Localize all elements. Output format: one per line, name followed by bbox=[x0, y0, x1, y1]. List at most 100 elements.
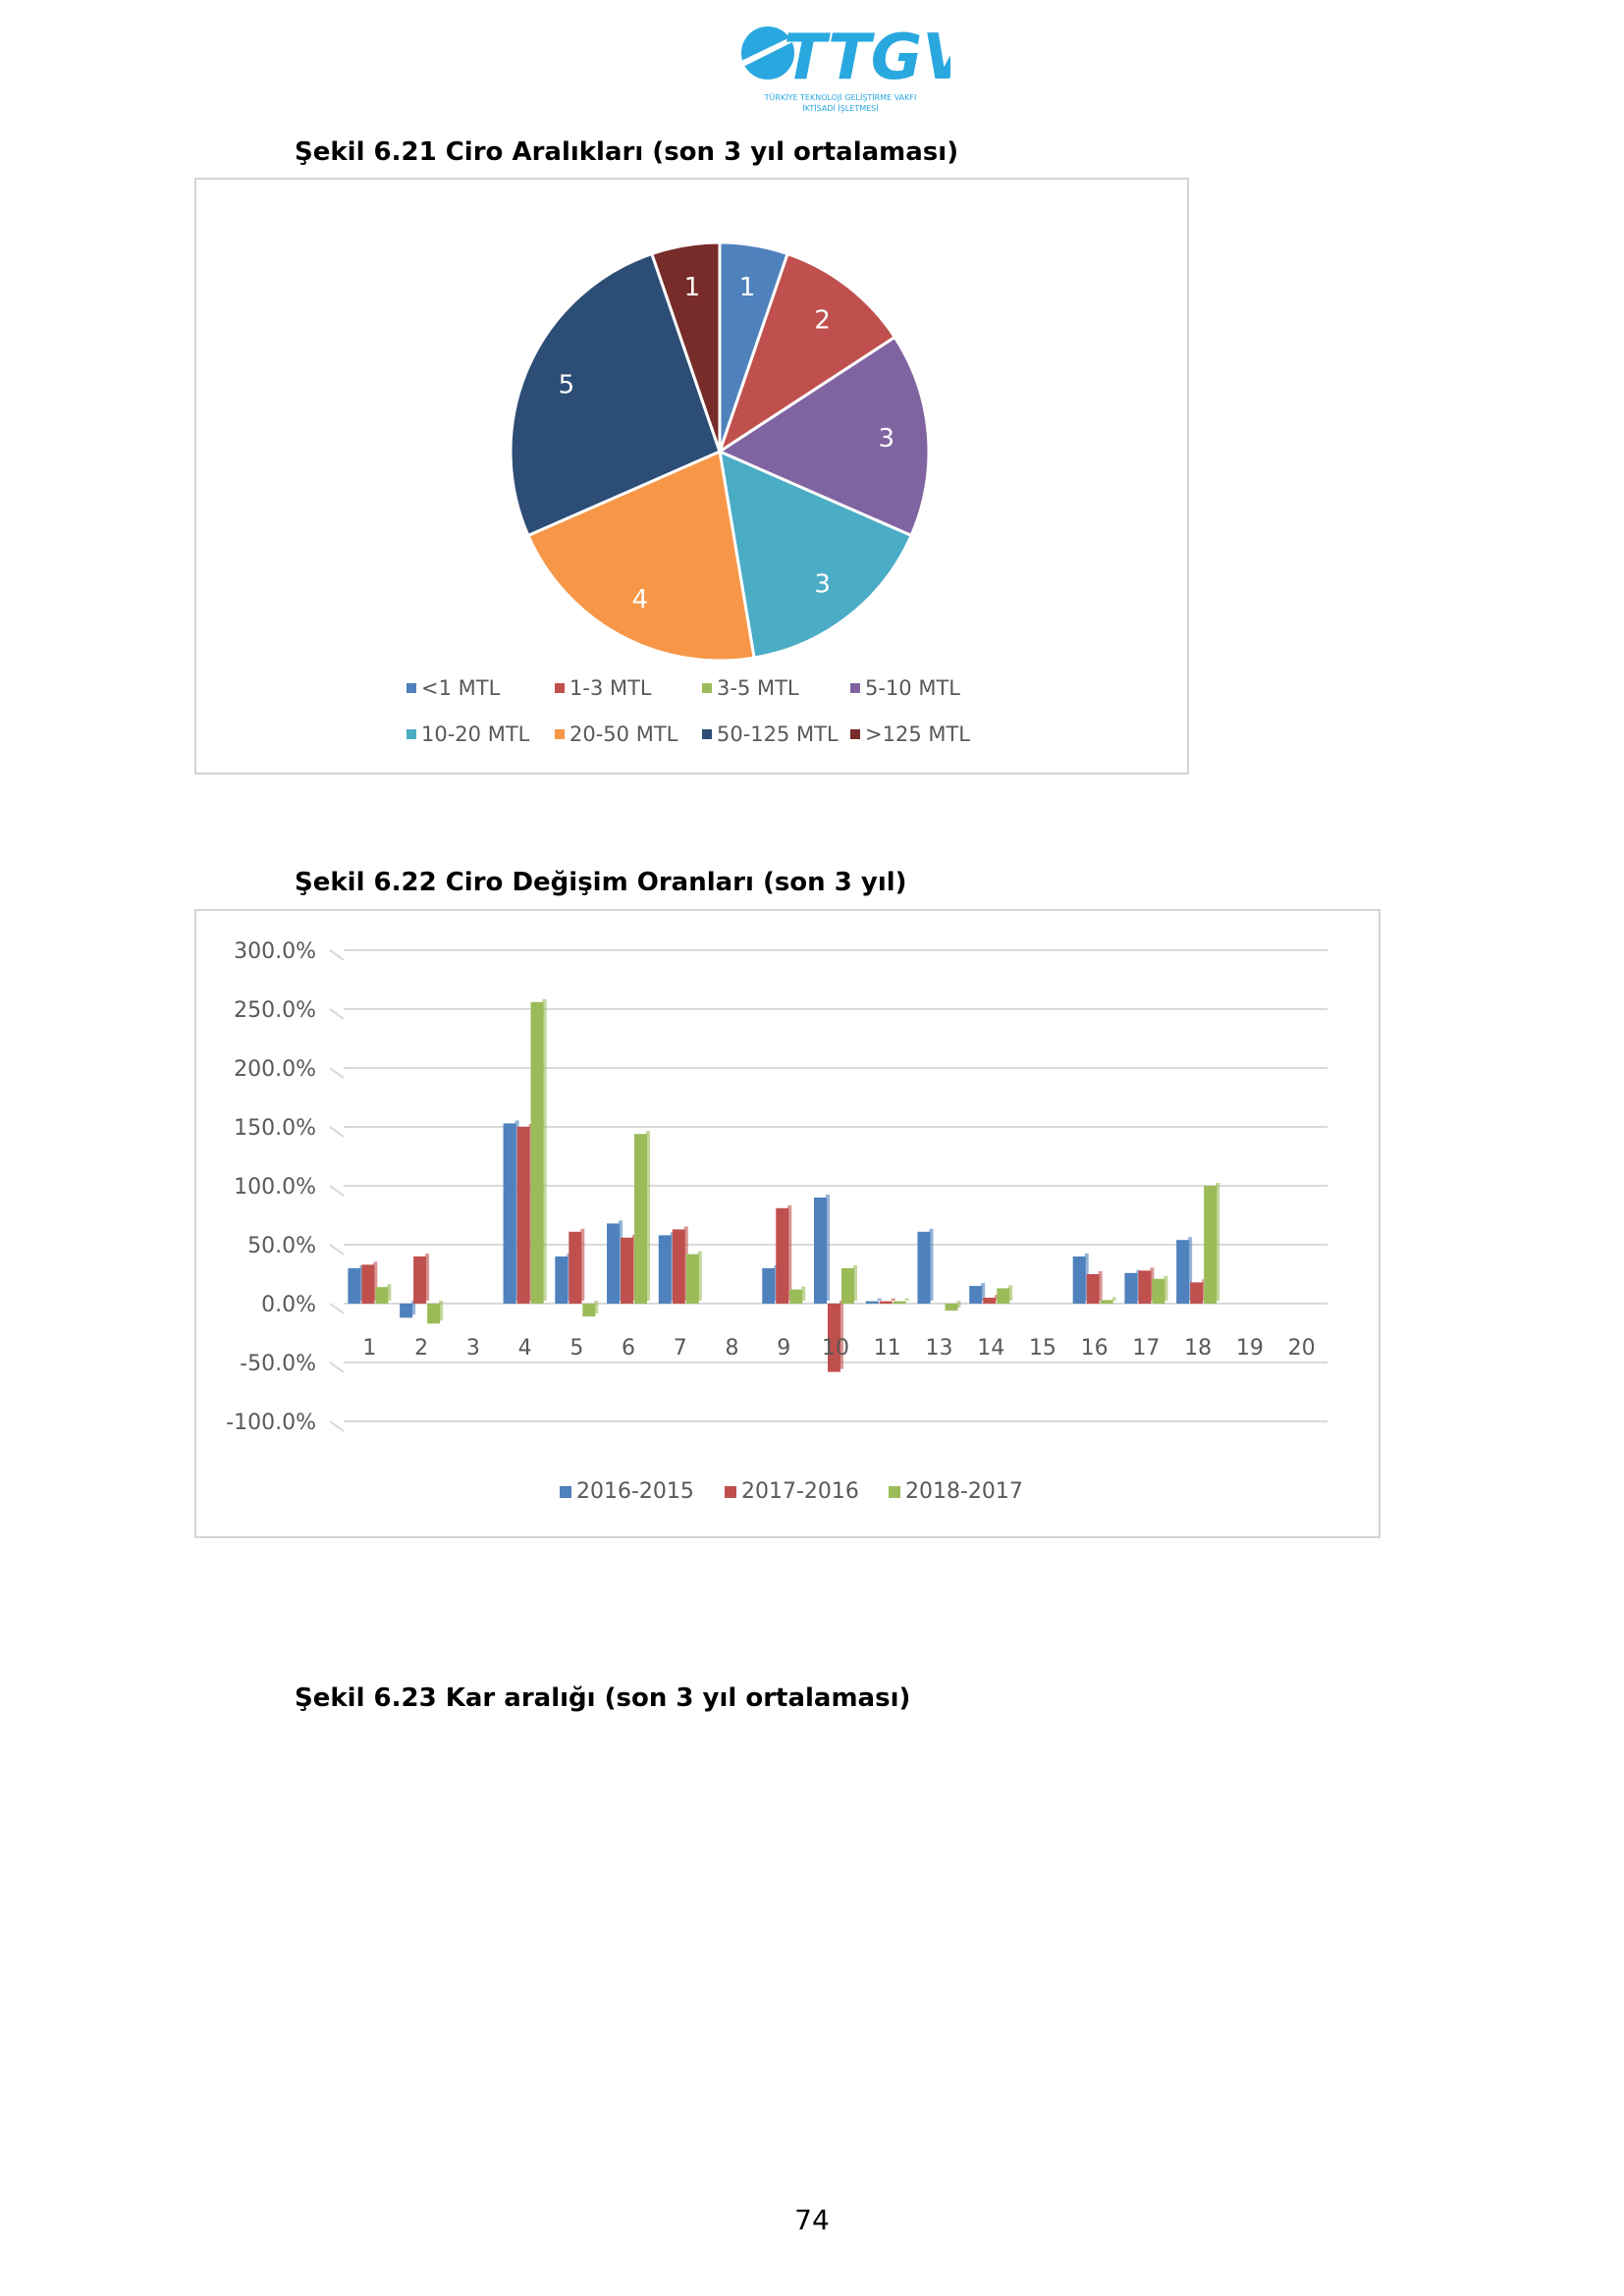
pie-data-label: 3 bbox=[814, 569, 831, 599]
logo-subtitle-2: İKTİSADİ İŞLETMESİ bbox=[802, 103, 878, 113]
bar-side bbox=[542, 998, 547, 1301]
bar-side bbox=[1098, 1271, 1103, 1301]
bar-legend-swatch bbox=[725, 1486, 736, 1498]
bar-side bbox=[359, 1265, 364, 1301]
y-tick-label: 300.0% bbox=[234, 939, 316, 964]
bar bbox=[1176, 1240, 1190, 1304]
x-tick-label: 9 bbox=[777, 1336, 790, 1361]
bar-side bbox=[697, 1251, 702, 1301]
bar-side bbox=[439, 1301, 444, 1321]
bar-side bbox=[826, 1195, 830, 1301]
pie-legend-label: 10-20 MTL bbox=[421, 722, 530, 746]
bar bbox=[828, 1304, 840, 1372]
bar-side bbox=[1216, 1183, 1220, 1301]
figure-6-23-title: Şekil 6.23 Kar aralığı (son 3 yıl ortala… bbox=[295, 1683, 911, 1713]
ttgv-logo: TTGV TÜRKİYE TEKNOLOJİ GELİŞTİRME VAKFI … bbox=[734, 14, 975, 122]
gridline-perspective bbox=[329, 1362, 345, 1373]
x-tick-label: 20 bbox=[1288, 1336, 1316, 1361]
pie-legend-label: 20-50 MTL bbox=[569, 722, 678, 746]
bar bbox=[413, 1256, 427, 1304]
bar bbox=[969, 1286, 983, 1304]
pie-legend-label: <1 MTL bbox=[421, 676, 501, 700]
pie-legend-swatch bbox=[702, 729, 712, 739]
bar bbox=[983, 1298, 997, 1304]
bar bbox=[1124, 1272, 1138, 1304]
y-tick-label: 200.0% bbox=[234, 1057, 316, 1082]
gridline-perspective bbox=[329, 1126, 345, 1138]
bar bbox=[672, 1229, 685, 1304]
bar bbox=[879, 1301, 893, 1304]
x-tick-label: 14 bbox=[977, 1336, 1004, 1361]
x-tick-label: 19 bbox=[1236, 1336, 1264, 1361]
x-tick-label: 1 bbox=[362, 1336, 376, 1361]
x-tick-label: 4 bbox=[518, 1336, 532, 1361]
x-tick-label: 6 bbox=[622, 1336, 635, 1361]
bar bbox=[348, 1268, 361, 1304]
pie-slice bbox=[509, 251, 722, 538]
gridline-perspective bbox=[329, 1420, 345, 1432]
pie-legend-swatch bbox=[702, 683, 712, 693]
bar bbox=[1086, 1274, 1100, 1304]
pie-slice bbox=[525, 449, 756, 663]
bar-side bbox=[683, 1226, 688, 1301]
x-tick-label: 3 bbox=[466, 1336, 480, 1361]
pie-legend-swatch bbox=[555, 729, 565, 739]
bar bbox=[375, 1287, 389, 1304]
bar-side bbox=[594, 1301, 599, 1314]
bar-side bbox=[981, 1283, 986, 1301]
pie-legend-swatch bbox=[850, 683, 860, 693]
pie-data-label: 4 bbox=[632, 585, 649, 614]
bar bbox=[634, 1134, 648, 1304]
logo-subtitle-1: TÜRKİYE TEKNOLOJİ GELİŞTİRME VAKFI bbox=[764, 92, 917, 102]
bar-side bbox=[787, 1204, 792, 1301]
bar-legend-label: 2017-2016 bbox=[741, 1479, 859, 1504]
bar-side bbox=[387, 1284, 392, 1301]
figure-6-22-title: Şekil 6.22 Ciro Değişim Oranları (son 3 … bbox=[295, 868, 907, 897]
bar bbox=[621, 1237, 634, 1304]
bar bbox=[945, 1304, 958, 1311]
pie-legend-label: 1-3 MTL bbox=[569, 676, 652, 700]
pie-slice bbox=[717, 251, 897, 455]
bar-side bbox=[877, 1298, 882, 1301]
bar bbox=[776, 1207, 789, 1304]
bar bbox=[917, 1231, 931, 1304]
bar-side bbox=[1188, 1237, 1193, 1301]
pie-slice bbox=[718, 449, 914, 660]
x-tick-label: 8 bbox=[726, 1336, 739, 1361]
y-tick-label: 100.0% bbox=[234, 1175, 316, 1200]
gridline-perspective bbox=[329, 1303, 345, 1314]
bar bbox=[503, 1123, 516, 1304]
pie-legend-label: 3-5 MTL bbox=[717, 676, 799, 700]
bar bbox=[530, 1001, 544, 1304]
pie-data-label: 1 bbox=[739, 273, 756, 302]
pie-data-label: 3 bbox=[879, 424, 895, 454]
figure-6-21-title: Şekil 6.21 Ciro Aralıkları (son 3 yıl or… bbox=[295, 137, 959, 167]
x-tick-label: 15 bbox=[1029, 1336, 1056, 1361]
bar-side bbox=[411, 1301, 416, 1315]
x-tick-label: 11 bbox=[874, 1336, 901, 1361]
pie-legend-swatch bbox=[406, 729, 416, 739]
y-tick-label: 0.0% bbox=[261, 1293, 316, 1317]
bar-side bbox=[373, 1261, 378, 1301]
bar-side bbox=[853, 1265, 857, 1301]
bar-side bbox=[891, 1298, 895, 1301]
bar-legend-swatch bbox=[560, 1486, 571, 1498]
bar bbox=[997, 1288, 1010, 1304]
bar-side bbox=[1164, 1275, 1168, 1301]
bar bbox=[607, 1223, 621, 1304]
bar bbox=[1100, 1300, 1113, 1304]
x-tick-label: 13 bbox=[925, 1336, 952, 1361]
bar bbox=[658, 1235, 672, 1304]
bar bbox=[582, 1304, 596, 1317]
bar bbox=[865, 1301, 879, 1304]
bar bbox=[1190, 1282, 1204, 1304]
x-tick-label: 18 bbox=[1184, 1336, 1212, 1361]
gridline-perspective bbox=[329, 1244, 345, 1255]
ttgv-logo-mark: TTGV TÜRKİYE TEKNOLOJİ GELİŞTİRME VAKFI … bbox=[741, 22, 975, 113]
pie-legend-swatch bbox=[850, 729, 860, 739]
bar-side bbox=[646, 1131, 651, 1301]
pie-slice bbox=[649, 240, 722, 453]
bar bbox=[1072, 1256, 1086, 1304]
x-tick-label: 10 bbox=[822, 1336, 849, 1361]
gridline-perspective bbox=[329, 1185, 345, 1197]
